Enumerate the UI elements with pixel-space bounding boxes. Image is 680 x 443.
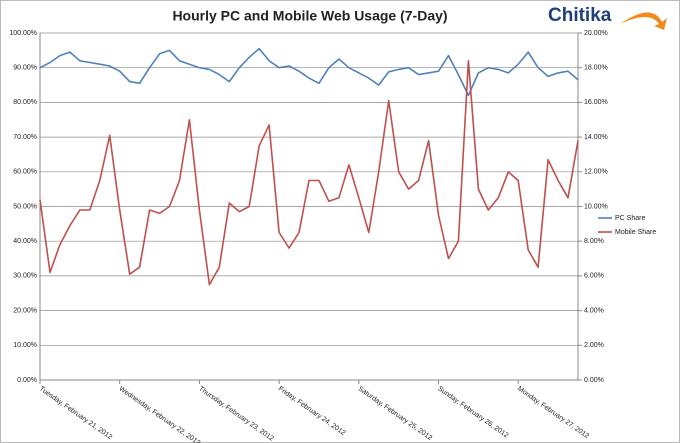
y-tick-label: 100.00% [9,30,37,37]
y-tick-label: 80.00% [13,99,37,106]
y2-tick-label: 4.00% [584,307,604,314]
legend-label: PC Share [615,215,645,222]
logo-swoosh [620,12,667,30]
y2-tick-label: 14.00% [584,134,608,141]
y-tick-label: 0.00% [17,377,37,384]
y2-tick-label: 8.00% [584,238,604,245]
series-line [39,47,579,97]
y-tick-label: 50.00% [13,203,37,210]
y-tick-label: 30.00% [13,273,37,280]
y2-tick-label: 18.00% [584,65,608,72]
y2-tick-label: 12.00% [584,169,608,176]
y2-tick-label: 2.00% [584,342,604,349]
y-tick-label: 90.00% [13,65,37,72]
legend-label: Mobile Share [615,229,656,236]
y-tick-label: 40.00% [13,238,37,245]
logo-text: Chitika [548,5,612,26]
y-tick-label: 20.00% [13,307,37,314]
y2-tick-label: 0.00% [584,377,604,384]
chart-title: Hourly PC and Mobile Web Usage (7-Day) [172,8,447,24]
logo: Chitika [548,5,667,30]
y2-tick-label: 20.00% [584,30,608,37]
y2-tick-label: 6.00% [584,273,604,280]
y2-tick-label: 10.00% [584,203,608,210]
y-tick-label: 60.00% [13,169,37,176]
y-tick-label: 10.00% [13,342,37,349]
y2-tick-label: 16.00% [584,99,608,106]
series-line [39,60,579,286]
y-tick-label: 70.00% [13,134,37,141]
